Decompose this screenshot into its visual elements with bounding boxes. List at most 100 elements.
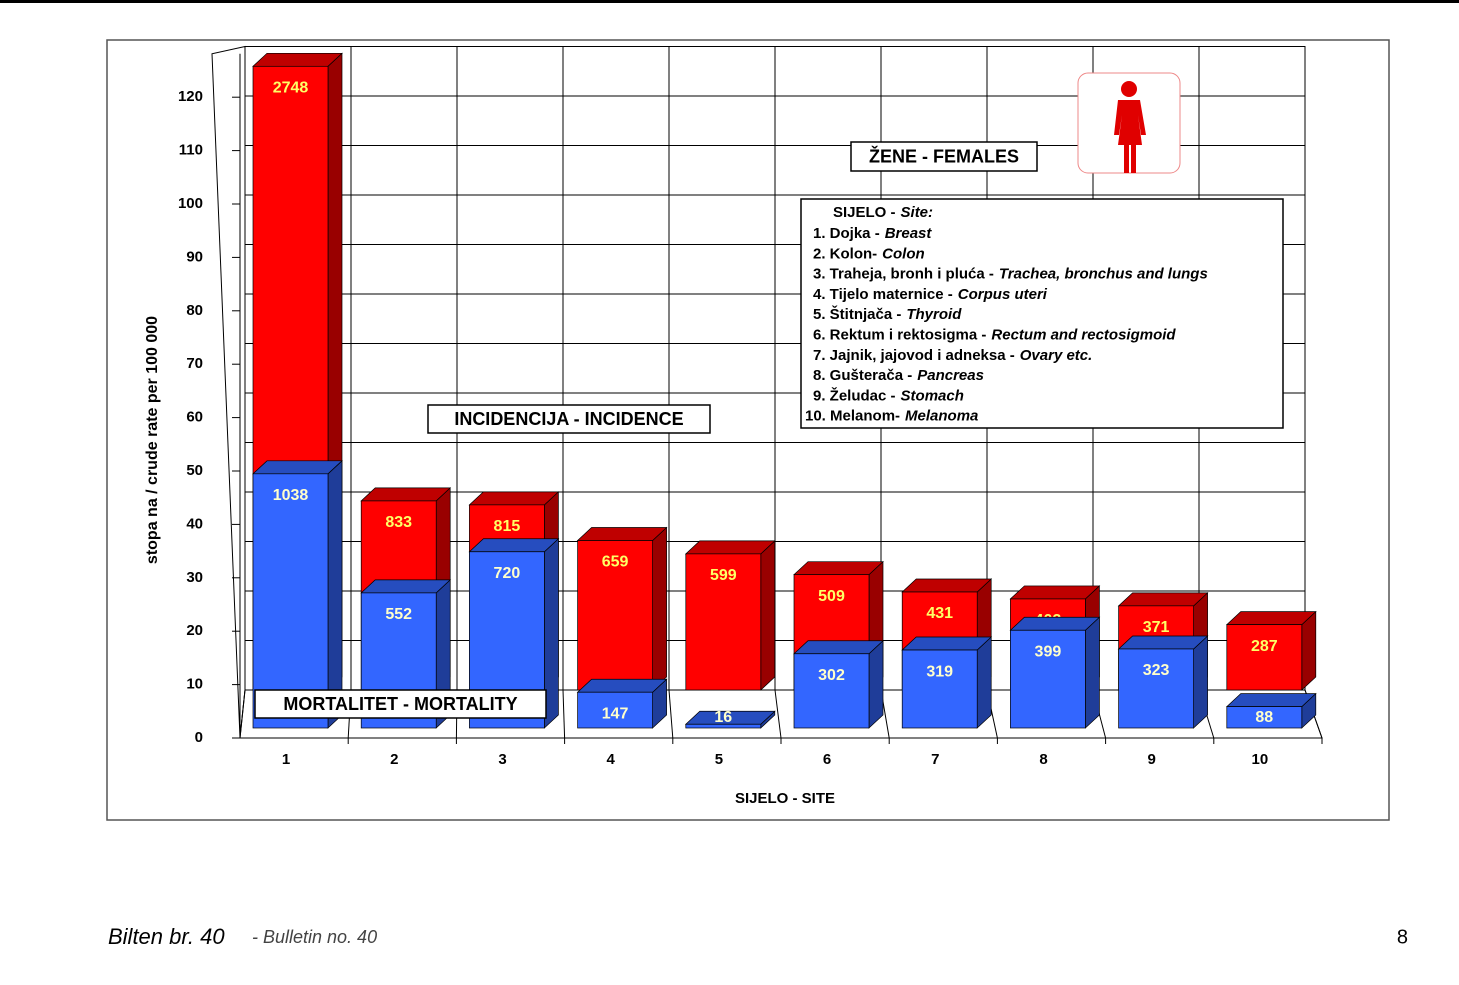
legend-item: 4. Tijelo maternice - Corpus uteri [813,286,1048,303]
legend-site-local: 2. Kolon- [813,245,877,262]
y-tick-label: 40 [186,515,203,532]
legend-site-local: 8. Gušterača - [813,367,912,384]
value-label: 431 [926,605,953,622]
bar-top [468,491,560,506]
bar-side [1085,616,1100,729]
legend-item: 6. Rektum i rektosigma - Rectum and recto… [813,326,1176,343]
bar-top [901,636,993,651]
bar [793,653,870,729]
page-number: 8 [1397,926,1408,948]
y-tick-label: 50 [186,462,203,479]
y-axis-label: stopa na / crude rate per 100 000 [144,316,161,564]
legend-site-en: Ovary etc. [1020,347,1093,364]
value-label: 287 [1251,638,1278,655]
value-label: 509 [818,588,845,605]
bar-side [327,460,343,729]
y-tick-label: 110 [179,142,203,159]
legend-site-local: 6. Rektum i rektosigma - [813,326,986,343]
legend-site-local: 4. Tijelo maternice - [813,286,953,303]
legend-site-en: Thyroid [906,306,962,323]
y-tick-label: 100 [178,195,203,212]
legend-item: 10. Melanom- Melanoma [805,408,978,425]
bar [577,691,653,729]
legend-item: 8. Gušterača - Pancreas [813,367,984,384]
x-tick-label: 7 [931,751,939,768]
bar-top [360,579,452,594]
bar-top [1009,585,1101,600]
annotation-box [850,141,1038,172]
legend-item: 9. Želudac - Stomach [813,386,964,404]
legend-site-en: Trachea, bronchus and lungs [999,266,1208,283]
bar-side [760,540,776,691]
legend-site-local: 3. Traheja, bronh i pluća - [813,266,994,283]
legend-site-en: Colon [882,245,925,262]
value-label: 833 [385,514,412,531]
bar-top [252,460,343,475]
x-tick-label: 1 [282,751,290,768]
legend-site-local: 10. Melanom- [805,408,900,425]
legend-item: 3. Traheja, bronh i pluća - Trachea, bron… [813,266,1208,283]
legend-item: 5. Štitnjača - Thyroid [813,305,962,323]
bar-top [1009,616,1101,631]
value-label: 552 [385,606,412,623]
top-rule [0,0,1459,3]
footer-subtitle: - Bulletin no. 40 [252,927,377,947]
legend-item: 7. Jajnik, jajovod i adneksa - Ovary etc. [813,347,1092,364]
series-label-box [254,689,547,719]
y-tick-label: 80 [186,302,203,319]
y-tick-label: 70 [186,355,203,372]
bar-top [1117,592,1209,607]
legend-site-en: Rectum and rectosigmoid [991,326,1176,343]
legend-site-local: 1. Dojka - [813,225,880,242]
floor-line [239,689,246,739]
bar-top [1225,693,1317,707]
y-tick-label: 0 [195,729,203,746]
y-tick-label: 10 [186,676,203,693]
legend-site-en: Site: [901,204,934,221]
footer-title: Bilten br. 40 [108,924,225,949]
value-label: 323 [1143,662,1170,679]
legend-title: SIJELO - Site: [833,204,933,221]
series-label: MORTALITET - MORTALITY [283,694,517,714]
bar [685,723,762,729]
y-tick-label: 120 [178,88,203,105]
annotation: ŽENE - FEMALES [869,145,1019,166]
value-label: 1038 [273,487,309,504]
value-label: 147 [602,705,629,722]
x-tick-label: 5 [715,751,723,768]
bar-side [1301,610,1317,691]
value-label: 319 [926,663,953,680]
legend-site-local: 5. Štitnjača - [813,305,901,323]
bar-top [1225,611,1317,626]
legend-site-en: Pancreas [917,367,984,384]
legend-item: 1. Dojka - Breast [813,225,932,242]
legend-box [800,198,1284,429]
bar-side [868,639,884,729]
legend-item: 2. Kolon- Colon [813,245,925,262]
y-tick-label: 90 [186,248,203,265]
bar-top [468,538,560,553]
legend-site-en: Melanoma [905,408,978,425]
floor-line [668,689,674,739]
legend-site-local: 9. Želudac - [813,386,896,404]
bar-top [793,640,884,655]
bar-top [684,540,776,555]
bar [1010,629,1086,729]
x-tick-label: 3 [498,751,506,768]
y-tick-label: 60 [186,409,203,426]
value-label: 302 [818,667,845,684]
bar-top [793,561,884,576]
series-label: INCIDENCIJA - INCIDENCE [454,409,683,429]
icon-head [1121,81,1137,97]
y-tick-label: 30 [186,569,203,586]
icon-body [1114,100,1146,173]
x-tick-label: 6 [823,751,831,768]
y-tick-label: 20 [186,622,203,639]
bar-top [576,527,668,541]
value-label: 371 [1143,619,1170,636]
value-label: 399 [1035,643,1062,660]
floor-line [562,689,566,739]
value-label: 16 [714,709,732,726]
